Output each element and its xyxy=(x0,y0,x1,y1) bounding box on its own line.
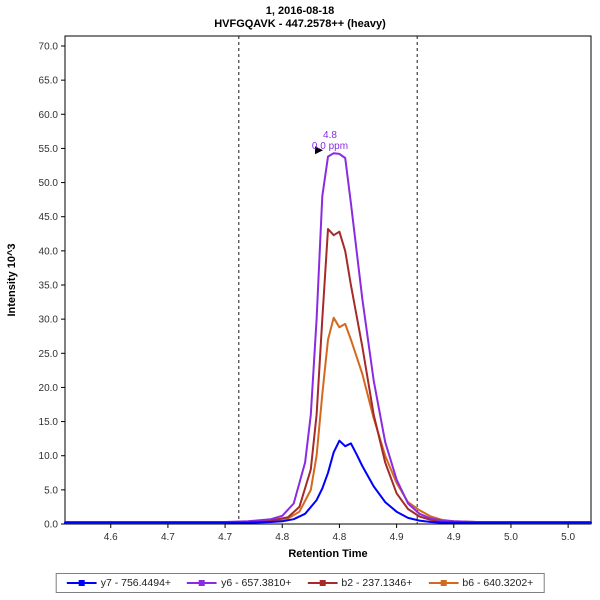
y-tick-label: 5.0 xyxy=(44,485,58,496)
x-tick-label: 4.8 xyxy=(332,532,346,543)
series-line-y6 xyxy=(64,152,592,523)
y-tick-label: 60.0 xyxy=(39,110,59,121)
chart-titles: 1, 2016-08-18 HVFGQAVK - 447.2578++ (hea… xyxy=(0,0,600,34)
legend-line-icon xyxy=(66,580,97,586)
y-tick-label: 15.0 xyxy=(39,417,59,428)
y-tick-label: 70.0 xyxy=(39,42,59,53)
y-tick-label: 20.0 xyxy=(39,383,59,394)
legend-entry-b2: b2 - 237.1346+ xyxy=(307,577,412,589)
chromatogram-traces xyxy=(64,152,592,524)
peak-pointer-icon xyxy=(315,146,323,155)
peak-ppm-annotation[interactable]: 0.0 ppm xyxy=(312,141,348,152)
y-axis-label: Intensity 10^3 xyxy=(6,243,18,316)
x-axis-label: Retention Time xyxy=(288,548,367,560)
legend-label-b2: b2 - 237.1346+ xyxy=(341,577,413,589)
axis-ticks: 0.0 5.0 10.0 15.0 20.0 25.0 30.0 35.0 40.0 45.0 50… xyxy=(39,42,576,544)
peak-rt-annotation[interactable]: 4.8 xyxy=(323,130,337,141)
chart-title-peptide: HVFGQAVK - 447.2578++ (heavy) xyxy=(214,18,386,30)
y-tick-label: 35.0 xyxy=(39,281,59,292)
x-tick-label: 4.8 xyxy=(275,532,289,543)
y-tick-label: 50.0 xyxy=(39,178,59,189)
legend-line-icon xyxy=(187,580,218,586)
y-tick-label: 65.0 xyxy=(39,76,59,87)
y-tick-label: 30.0 xyxy=(39,315,59,326)
legend-label-y6: y6 - 657.3810+ xyxy=(221,577,292,589)
x-tick-label: 4.7 xyxy=(161,532,175,543)
y-tick-label: 25.0 xyxy=(39,349,59,360)
y-tick-label: 0.0 xyxy=(44,520,58,531)
legend-line-icon xyxy=(428,580,459,586)
chart-title-replicate: 1, 2016-08-18 xyxy=(265,5,335,17)
legend-entry-b6: b6 - 640.3202+ xyxy=(428,577,533,589)
y-tick-label: 55.0 xyxy=(39,144,59,155)
y-tick-label: 40.0 xyxy=(39,246,59,257)
x-tick-label: 4.7 xyxy=(218,532,232,543)
legend-label-b6: b6 - 640.3202+ xyxy=(462,577,534,589)
x-tick-label: 5.0 xyxy=(561,532,575,543)
plot-area[interactable] xyxy=(64,35,592,525)
x-tick-label: 5.0 xyxy=(504,532,518,543)
y-tick-label: 10.0 xyxy=(39,451,59,462)
legend: y7 - 756.4494+ y6 - 657.3810+ b2 - 237.134… xyxy=(55,573,545,593)
series-line-y7 xyxy=(64,439,592,524)
legend-line-icon xyxy=(307,580,338,586)
legend-label-y7: y7 - 756.4494+ xyxy=(100,577,172,589)
x-tick-label: 4.9 xyxy=(390,532,404,543)
chromatogram-plot[interactable]: 0.0 5.0 10.0 15.0 20.0 25.0 30.0 35.0 40.0 45.0 50… xyxy=(0,34,600,566)
x-tick-label: 4.6 xyxy=(104,532,118,543)
legend-entry-y6: y6 - 657.3810+ xyxy=(187,577,291,589)
y-tick-label: 45.0 xyxy=(39,212,59,223)
legend-entry-y7: y7 - 756.4494+ xyxy=(66,577,172,589)
x-tick-label: 4.9 xyxy=(447,532,461,543)
